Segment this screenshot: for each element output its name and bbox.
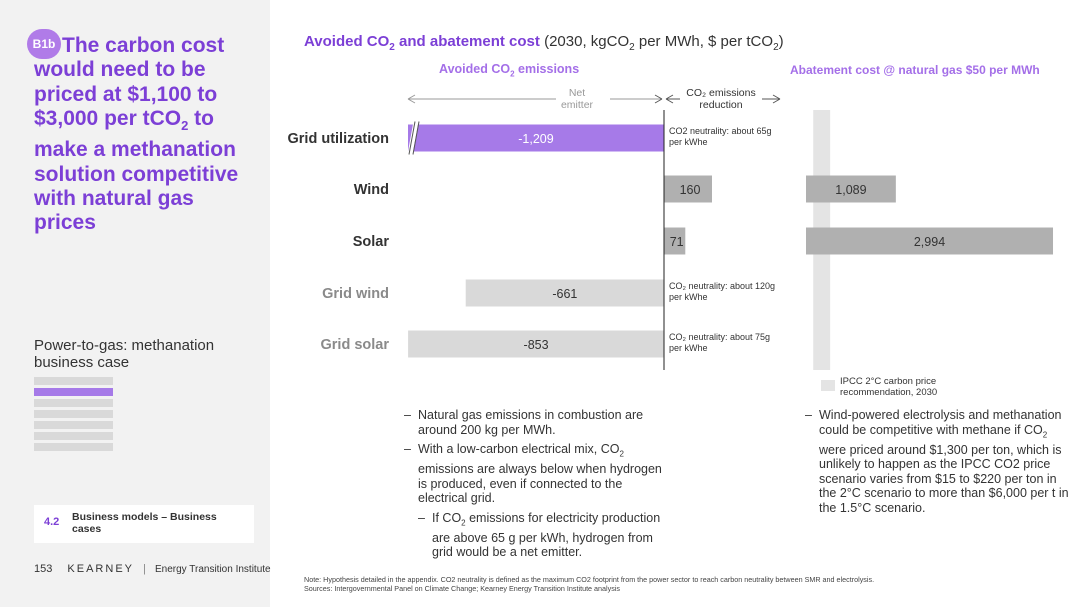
category-label: Grid wind <box>322 286 389 302</box>
bullet-low-carbon-mix: With a low-carbon electrical mix, CO2 em… <box>404 442 669 506</box>
progress-bar-segment <box>34 377 113 385</box>
axis-break-mark <box>412 121 420 155</box>
emissions-reduction-label: CO₂ emissions reduction <box>686 87 755 111</box>
brand-logo: KEARNEY <box>67 563 134 575</box>
chart-title-rest: (2030, kgCO2 per MWh, $ per tCO2) <box>539 33 784 53</box>
neutrality-note: CO₂ neutrality: about 75g per kWhe <box>669 332 770 353</box>
arrowhead <box>665 94 674 104</box>
bar-value-label: 2,994 <box>914 235 945 249</box>
bar-value-label: -661 <box>552 287 577 301</box>
section-number: 4.2 <box>44 516 60 528</box>
chart-title: Avoided CO2 and abatement cost (2030, kg… <box>304 33 784 53</box>
neutrality-note-box <box>666 329 780 357</box>
sources-text: Sources: Intergovernmental Panel on Clim… <box>304 584 621 593</box>
headline-part-b: to make a methanation solution competiti… <box>34 106 239 235</box>
net-emitter-arrowhead <box>407 94 416 104</box>
headline-sub: 2 <box>181 118 189 134</box>
bullet-wind-competitive: Wind-powered electrolysis and methanatio… <box>805 408 1073 515</box>
bullet-grid-threshold: If CO2 emissions for electricity product… <box>418 511 669 560</box>
subtitle-avoided-emissions: Avoided CO2 emissions <box>439 62 580 79</box>
section-title: Business models – Business cases <box>72 511 217 535</box>
neutrality-note: CO₂ neutrality: about 120g per kWhe <box>669 281 775 302</box>
page-number: 153 <box>34 563 53 575</box>
net-emitter-label: Net emitter <box>561 87 594 111</box>
abatement-cost-bar <box>806 175 896 203</box>
category-label: Wind <box>354 182 389 198</box>
footer-separator: | <box>143 563 146 575</box>
progress-bar-segment <box>34 399 113 407</box>
neutrality-note-box <box>666 123 780 151</box>
axis-break-gap <box>407 121 419 155</box>
avoided-emissions-bar <box>408 330 664 358</box>
chart-title-bold: Avoided CO2 and abatement cost <box>304 33 540 53</box>
bar-value-label: -853 <box>524 338 549 352</box>
abatement-cost-bar <box>806 227 1054 255</box>
headline: The carbon cost would need to be priced … <box>34 34 259 236</box>
axis-break-mark <box>408 121 416 155</box>
arrowhead <box>654 94 663 104</box>
progress-bar-segment-active <box>34 388 113 396</box>
bar-value-label: 71 <box>670 235 684 249</box>
bar-value-label: -1,209 <box>518 132 553 146</box>
slide-badge: B1b <box>27 29 61 59</box>
legend-swatch <box>821 380 835 391</box>
footer: 153 KEARNEY | Energy Transition Institut… <box>34 563 271 575</box>
legend-label: IPCC 2°C carbon price recommendation, 203… <box>840 376 937 398</box>
category-label: Solar <box>353 234 390 250</box>
avoided-emissions-bar <box>664 175 712 203</box>
bullet-natural-gas: Natural gas emissions in combustion are … <box>404 408 669 437</box>
category-label: Grid utilization <box>288 131 390 147</box>
avoided-emissions-bar <box>664 227 686 255</box>
bar-value-label: 160 <box>680 183 701 197</box>
progress-bar-segment <box>34 421 113 429</box>
bar-value-label: 1,089 <box>835 183 866 197</box>
headline-part-a: would need to be priced at $1,100 to $3,… <box>34 58 218 130</box>
progress-bar-segment <box>34 443 113 451</box>
avoided-emissions-bar <box>408 124 664 152</box>
section-box[interactable]: 4.2 Business models – Business cases <box>34 505 254 543</box>
bullets-right: Wind-powered electrolysis and methanatio… <box>805 408 1073 520</box>
avoided-emissions-bar <box>465 279 664 307</box>
neutrality-note-box <box>666 278 780 306</box>
progress-bar-segment <box>34 410 113 418</box>
arrowhead <box>772 94 781 104</box>
note-text: Note: Hypothesis detailed in the appendi… <box>304 575 875 584</box>
section-progress-bars <box>34 377 113 454</box>
category-label: Grid solar <box>321 337 390 353</box>
progress-bar-segment <box>34 432 113 440</box>
bullets-left: Natural gas emissions in combustion are … <box>404 408 669 565</box>
neutrality-note: CO2 neutrality: about 65g per kWhe <box>669 126 772 147</box>
footnote: Note: Hypothesis detailed in the appendi… <box>304 575 1064 593</box>
subtitle-abatement-cost: Abatement cost @ natural gas $50 per MWh <box>790 63 1040 77</box>
section-label: Power-to-gas: methanation business case <box>34 337 215 371</box>
headline-line1: The carbon cost <box>62 34 225 57</box>
institute-name: Energy Transition Institute <box>154 564 271 575</box>
